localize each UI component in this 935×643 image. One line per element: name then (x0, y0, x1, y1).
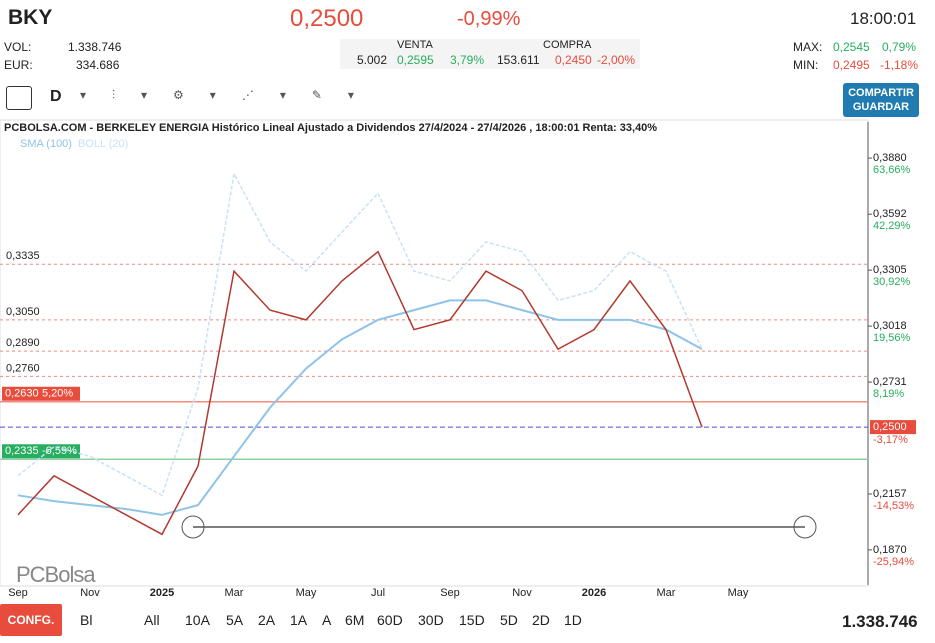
x-tick-label: Jul (371, 587, 385, 599)
label: MAX: (793, 40, 823, 54)
y-tick-change: 19,56% (873, 332, 911, 344)
level-label: 0,2890 (6, 337, 40, 349)
resistance-label: 0,2630 (5, 388, 39, 400)
share: COMPARTIR (848, 87, 914, 99)
range-button[interactable]: A (322, 612, 332, 628)
y-tick-change: 42,29% (873, 220, 911, 232)
ticker: BKY (8, 6, 53, 29)
config-button[interactable]: CONFG. (0, 604, 62, 636)
resistance-change: 5,20% (42, 388, 73, 400)
value: 5.002 (357, 53, 388, 67)
value: 1.338.746 (68, 40, 122, 54)
line (17, 299, 703, 516)
last-box (870, 420, 916, 435)
support-change: -6,59% (42, 445, 77, 457)
y-tick-change: 30,92% (873, 276, 911, 288)
x-tick-label: Sep (8, 587, 28, 599)
resistance-box (2, 386, 80, 401)
line (17, 250, 703, 536)
x-tick-label: May (728, 587, 749, 599)
range-button[interactable]: 5A (226, 612, 244, 628)
x-tick-label: Mar (225, 587, 244, 599)
x-tick-label: Mar (657, 587, 676, 599)
label: EUR: (4, 58, 33, 72)
legend: SMA (100) BOLL (20) (20, 138, 134, 150)
plot-area (0, 119, 869, 587)
range-button[interactable]: 5D (500, 612, 518, 628)
change: -0,99% (457, 8, 521, 30)
value: 0,2595 (397, 53, 434, 67)
x-tick-label: 2026 (582, 587, 606, 599)
value: 0,79% (882, 40, 917, 54)
mode-select[interactable]: Bl (80, 612, 93, 628)
y-tick-label: 0,2157 (873, 488, 907, 500)
chart-title: PCBOLSA.COM - BERKELEY ENERGIA Histórico… (4, 122, 658, 134)
x-tick-label: Nov (512, 587, 532, 599)
period-select[interactable]: D (50, 88, 62, 105)
x-tick-label: Sep (440, 587, 460, 599)
y-tick-label: 0,1870 (873, 544, 907, 556)
y-tick-label: 0,3018 (873, 320, 907, 332)
value: 0,2545 (833, 40, 870, 54)
label: VENTA (397, 39, 433, 51)
price: 0,2500 (290, 5, 364, 32)
value: 0,2495 (833, 58, 870, 72)
volume: 1.338.746 (842, 612, 918, 631)
y-tick-label: 0,2731 (873, 376, 907, 388)
range-button[interactable]: 1D (564, 612, 582, 628)
toolbar-button[interactable] (6, 86, 32, 110)
last-change: -3,17% (873, 434, 908, 446)
support-box (2, 444, 80, 459)
level-label: 0,2760 (6, 362, 40, 374)
level-label: 0,3050 (6, 306, 40, 318)
level-label: 0,3335 (6, 250, 40, 262)
save: GUARDAR (852, 101, 910, 113)
range-button[interactable]: 1A (290, 612, 308, 628)
range-button[interactable]: 10A (185, 612, 210, 628)
toolbar-icons[interactable]: ▾⫶▾⚙▾⋰▾✎▾ (80, 88, 380, 102)
y-tick-change: -14,53% (873, 500, 914, 512)
x-tick-label: May (296, 587, 317, 599)
quote-box (340, 39, 640, 69)
y-tick-label: 0,3880 (873, 152, 907, 164)
label: MIN: (793, 58, 819, 72)
y-tick-change: 8,19% (873, 388, 904, 400)
range-button[interactable]: All (144, 612, 160, 628)
time: 18:00:01 (850, 9, 917, 28)
value: 0,2450 (555, 53, 592, 67)
value: 3,79% (450, 53, 485, 67)
label: VOL: (4, 40, 32, 54)
range-button[interactable]: 15D (459, 612, 485, 628)
y-tick-change: -25,94% (873, 556, 914, 568)
support-label: 0,2335 (5, 445, 39, 457)
share-button[interactable]: COMPARTIR GUARDAR (843, 83, 919, 117)
range-button[interactable]: 2A (258, 612, 276, 628)
line (17, 171, 703, 497)
x-tick-label: Nov (80, 587, 100, 599)
handle (181, 515, 205, 539)
range-button[interactable]: 2D (532, 612, 550, 628)
range-button[interactable]: 30D (418, 612, 444, 628)
legend-entry: SMA (100) (20, 138, 72, 150)
value: -2,00% (597, 53, 636, 67)
range-button[interactable]: 60D (377, 612, 403, 628)
last-label: 0,2500 (873, 421, 907, 433)
y-tick-change: 63,66% (873, 164, 911, 176)
legend-entry: BOLL (20) (77, 138, 129, 150)
value: -1,18% (880, 58, 919, 72)
range-button[interactable]: 6M (345, 612, 365, 628)
y-tick-label: 0,3592 (873, 208, 907, 220)
y-tick-label: 0,3305 (873, 264, 907, 276)
value: 153.611 (497, 53, 540, 67)
value: 334.686 (76, 58, 120, 72)
label: COMPRA (543, 39, 592, 51)
handle (793, 515, 817, 539)
x-tick-label: 2025 (150, 587, 174, 599)
watermark: PCBolsa (16, 562, 96, 587)
